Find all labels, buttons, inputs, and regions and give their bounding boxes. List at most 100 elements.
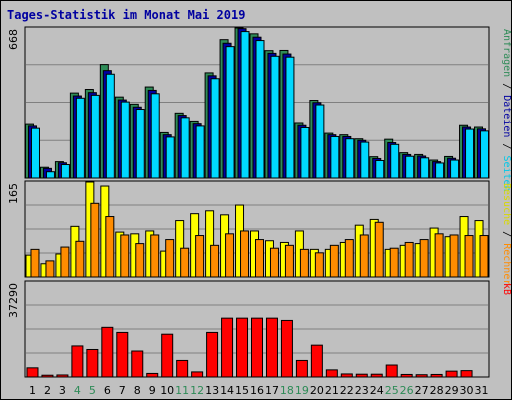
x-tick-label-day-23: 23 — [355, 384, 369, 397]
bar-rechner-day-22 — [344, 239, 354, 278]
bar-seiten-day-22 — [345, 138, 355, 179]
x-tick-label-day-25: 25 — [385, 384, 399, 397]
bar-kb-day-4 — [71, 345, 84, 378]
x-tick-label-day-29: 29 — [445, 384, 459, 397]
bar-seiten-day-13 — [210, 78, 220, 179]
x-tick-label-day-10: 10 — [160, 384, 174, 397]
bar-rechner-day-8 — [135, 243, 145, 278]
x-tick-label-day-9: 9 — [149, 384, 156, 397]
bar-seiten-day-15 — [240, 31, 250, 179]
bar-seiten-day-12 — [195, 125, 205, 179]
bar-seiten-day-16 — [255, 40, 265, 179]
bar-seiten-day-9 — [150, 93, 160, 179]
x-tick-label-day-24: 24 — [370, 384, 384, 397]
bar-rechner-day-29 — [449, 234, 459, 278]
side-legend-part: / — [501, 77, 511, 95]
x-tick-label-day-21: 21 — [325, 384, 339, 397]
bar-kb-day-20 — [310, 344, 323, 378]
side-legend-part: Rechner — [501, 243, 511, 285]
x-tick-label-day-14: 14 — [220, 384, 234, 397]
side-legend-part: kB — [501, 283, 511, 295]
bar-seiten-day-8 — [135, 109, 145, 179]
bar-rechner-day-18 — [284, 244, 294, 278]
bar-rechner-day-12 — [195, 235, 205, 278]
bar-kb-day-23 — [355, 373, 368, 378]
bar-kb-day-14 — [221, 317, 234, 378]
bar-seiten-day-2 — [45, 171, 55, 179]
x-tick-label-day-2: 2 — [44, 384, 51, 397]
bar-rechner-day-23 — [359, 234, 369, 278]
x-tick-label-day-19: 19 — [295, 384, 309, 397]
bar-rechner-day-15 — [240, 230, 250, 278]
bar-rechner-day-7 — [120, 234, 130, 278]
x-tick-label-day-20: 20 — [310, 384, 324, 397]
bar-kb-day-17 — [265, 317, 278, 378]
bar-seiten-day-27 — [420, 157, 430, 179]
x-tick-label-day-5: 5 — [89, 384, 96, 397]
x-tick-label-day-11: 11 — [175, 384, 189, 397]
x-tick-label-day-13: 13 — [205, 384, 219, 397]
bar-kb-day-10 — [161, 333, 174, 378]
bar-kb-day-1 — [26, 367, 39, 378]
x-tick-label-day-6: 6 — [104, 384, 111, 397]
bar-seiten-day-30 — [465, 128, 475, 179]
bar-seiten-day-19 — [300, 126, 310, 179]
bar-rechner-day-13 — [210, 244, 220, 278]
bar-kb-day-8 — [131, 350, 144, 378]
bar-rechner-day-11 — [180, 247, 190, 278]
bar-rechner-day-5 — [90, 202, 100, 278]
bar-rechner-day-9 — [150, 234, 160, 278]
bar-kb-day-25 — [385, 364, 398, 378]
bar-seiten-day-24 — [375, 159, 385, 179]
chart-title: Tages-Statistik im Monat Mai 2019 — [7, 8, 246, 22]
bar-rechner-day-3 — [60, 246, 70, 278]
bar-seiten-day-4 — [75, 97, 85, 179]
x-tick-label-day-15: 15 — [235, 384, 249, 397]
bar-seiten-day-7 — [120, 101, 130, 179]
bar-rechner-day-31 — [479, 235, 489, 278]
x-tick-label-day-31: 31 — [475, 384, 489, 397]
bar-rechner-day-4 — [75, 240, 85, 278]
bar-kb-day-24 — [370, 373, 383, 378]
bar-rechner-day-25 — [389, 247, 399, 278]
side-legend-part: Seiten — [501, 155, 511, 191]
bar-seiten-day-5 — [90, 94, 100, 179]
x-tick-label-day-27: 27 — [415, 384, 429, 397]
bar-rechner-day-28 — [434, 233, 444, 278]
bar-kb-day-22 — [340, 373, 353, 378]
x-tick-label-day-26: 26 — [400, 384, 414, 397]
x-tick-label-day-18: 18 — [280, 384, 294, 397]
bar-rechner-day-10 — [165, 239, 175, 278]
y-axis-max-label-bottom: 37290 — [7, 283, 20, 318]
side-legend-part: Anfragen — [501, 29, 511, 77]
x-tick-label-day-22: 22 — [340, 384, 354, 397]
bar-seiten-day-3 — [60, 164, 70, 179]
bar-kb-day-6 — [101, 326, 114, 378]
bar-rechner-day-17 — [269, 247, 279, 278]
bar-seiten-day-31 — [480, 130, 490, 179]
side-legend-top: Anfragen / Dateien / Seiten — [501, 29, 511, 192]
bar-rechner-day-24 — [374, 221, 384, 278]
bar-kb-day-21 — [325, 369, 338, 378]
bar-seiten-day-28 — [435, 162, 445, 179]
bar-rechner-day-1 — [30, 248, 40, 278]
bar-rechner-day-19 — [299, 248, 309, 278]
bar-rechner-day-20 — [314, 252, 324, 278]
side-legend-part: Dateien — [501, 95, 511, 137]
bar-kb-day-5 — [86, 348, 99, 378]
x-tick-label-day-1: 1 — [29, 384, 36, 397]
bar-seiten-day-21 — [330, 135, 340, 179]
bar-kb-day-2 — [41, 374, 54, 378]
bar-rechner-day-26 — [404, 241, 414, 278]
side-legend-middle: Besuche / Rechner — [501, 183, 511, 285]
x-tick-label-day-12: 12 — [190, 384, 204, 397]
bar-seiten-day-10 — [165, 136, 175, 179]
bar-kb-day-9 — [146, 372, 159, 378]
side-legend-part: Besuche — [501, 183, 511, 225]
bar-seiten-day-11 — [180, 117, 190, 179]
bar-kb-day-11 — [176, 359, 189, 378]
x-tick-label-day-7: 7 — [119, 384, 126, 397]
x-tick-label-day-17: 17 — [265, 384, 279, 397]
